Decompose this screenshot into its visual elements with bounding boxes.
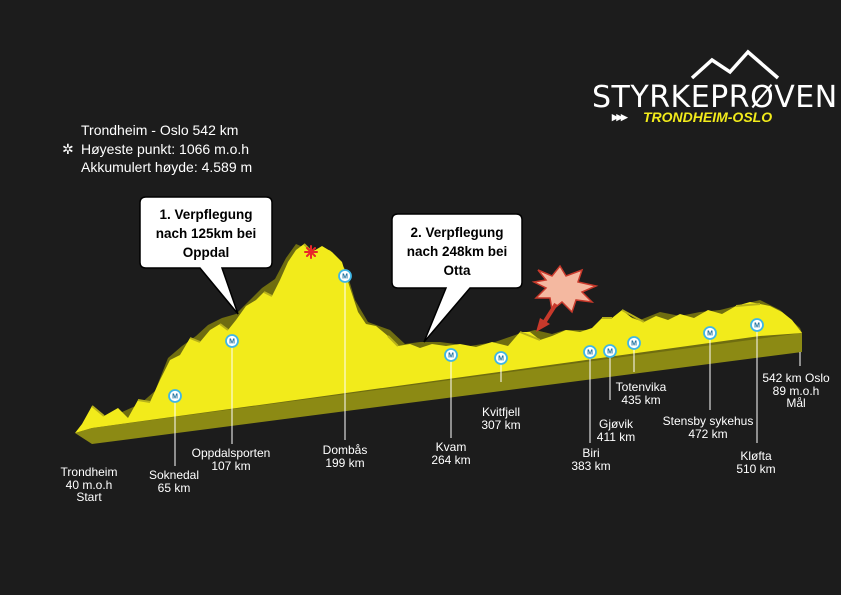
location-leader-lines xyxy=(174,282,801,466)
callout-2-line-1: 2. Verpflegung xyxy=(410,225,504,240)
callout-2-text: 2. Verpflegung nach 248km bei Otta xyxy=(392,223,522,280)
location-name: Gjøvik xyxy=(599,417,633,431)
marker-icon: M xyxy=(494,351,508,365)
location-km: 107 km xyxy=(211,458,251,473)
callout-1-text: 1. Verpflegung nach 125km bei Oppdal xyxy=(140,205,272,262)
callout-1-line-1: 1. Verpflegung xyxy=(159,207,253,222)
accumulated-height-text: Akkumulert høyde: 4.589 m xyxy=(81,159,253,175)
location-klofta: Kløfta 510 km xyxy=(736,450,775,475)
location-km: 264 km xyxy=(431,452,471,467)
location-name: Kløfta xyxy=(740,449,772,463)
profile-ridges xyxy=(91,243,761,417)
location-biri: Biri 383 km xyxy=(571,447,610,472)
location-km: 199 km xyxy=(325,455,365,470)
location-stensby: Stensby sykehus 472 km xyxy=(663,415,754,440)
location-elevation: 89 m.o.h xyxy=(772,383,820,398)
location-totenvika: Totenvika 435 km xyxy=(616,381,667,406)
marker-icon: M xyxy=(444,348,458,362)
location-name: Stensby sykehus xyxy=(662,414,754,428)
logo-title: STYRKEPRØVEN xyxy=(592,80,838,115)
marker-letter: M xyxy=(587,350,593,357)
profile-base xyxy=(75,333,802,444)
location-elevation: 40 m.o.h xyxy=(65,477,113,492)
mountain-logo-icon xyxy=(690,49,780,80)
marker-letter: M xyxy=(229,339,235,346)
burst-icon xyxy=(531,264,599,332)
location-km: 307 km xyxy=(481,417,521,432)
callout-1-line-3: Oppdal xyxy=(182,245,230,260)
callout-1-line-2: nach 125km bei xyxy=(155,226,257,241)
marker-letter: M xyxy=(342,274,348,281)
location-km: 383 km xyxy=(571,458,611,473)
location-name: Kvitfjell xyxy=(481,405,521,419)
marker-letter: M xyxy=(448,353,454,360)
logo-arrows: ▸▸▸ xyxy=(612,109,628,124)
location-soknedal: Soknedal 65 km xyxy=(149,469,199,494)
marker-icon: M xyxy=(703,326,717,340)
location-dombas: Dombås 199 km xyxy=(323,444,368,469)
location-name: Kvam xyxy=(435,440,467,454)
location-km: 472 km xyxy=(688,426,728,441)
logo-subtitle: TRONDHEIM-OSLO xyxy=(643,109,773,125)
location-trondheim: Trondheim 40 m.o.h Start xyxy=(61,466,118,504)
marker-letter: M xyxy=(172,394,178,401)
location-name: Trondheim xyxy=(60,465,118,479)
location-note: Start xyxy=(76,490,102,504)
marker-icon: M xyxy=(225,334,239,348)
highest-point-text: Høyeste punkt: 1066 m.o.h xyxy=(81,140,250,157)
location-km: 510 km xyxy=(736,461,776,476)
location-km: 65 km xyxy=(157,480,191,495)
marker-icon: M xyxy=(168,389,182,403)
marker-icon: M xyxy=(603,344,617,358)
marker-letter: M xyxy=(631,341,637,348)
location-name: Soknedal xyxy=(148,468,200,482)
location-kvam: Kvam 264 km xyxy=(431,441,470,466)
marker-icon: M xyxy=(338,269,352,283)
route-info: Trondheim - Oslo 542 km ✲ Høyeste punkt: … xyxy=(62,121,252,177)
route-text: Trondheim - Oslo 542 km xyxy=(81,122,239,138)
location-note: Mål xyxy=(786,396,806,410)
location-name: 542 km Oslo xyxy=(762,371,830,385)
location-kvitfjell: Kvitfjell 307 km xyxy=(481,406,520,431)
marker-icon: M xyxy=(627,336,641,350)
marker-icon: M xyxy=(583,345,597,359)
marker-icon: M xyxy=(750,318,764,332)
location-km: 411 km xyxy=(596,429,636,444)
callout-2-bubble xyxy=(391,213,523,343)
location-name: Oppdalsporten xyxy=(191,446,271,460)
location-name: Totenvika xyxy=(615,380,667,394)
location-oslo: 542 km Oslo 89 m.o.h Mål xyxy=(762,372,829,410)
marker-letter: M xyxy=(607,349,613,356)
marker-letter: M xyxy=(707,331,713,338)
location-km: 435 km xyxy=(621,392,661,407)
callout-1-bubble xyxy=(139,196,273,315)
marker-letter: M xyxy=(498,356,504,363)
location-name: Biri xyxy=(582,446,600,460)
location-gjovik: Gjøvik 411 km xyxy=(597,418,635,443)
profile-surface xyxy=(75,244,802,433)
marker-letter: M xyxy=(754,323,760,330)
callout-2-line-2: nach 248km bei xyxy=(406,244,508,259)
highest-point-star-icon xyxy=(304,245,318,259)
callout-2-line-3: Otta xyxy=(443,263,471,278)
location-oppdalsporten: Oppdalsporten 107 km xyxy=(192,447,271,472)
location-name: Dombås xyxy=(322,443,368,457)
star-icon: ✲ xyxy=(62,140,74,157)
